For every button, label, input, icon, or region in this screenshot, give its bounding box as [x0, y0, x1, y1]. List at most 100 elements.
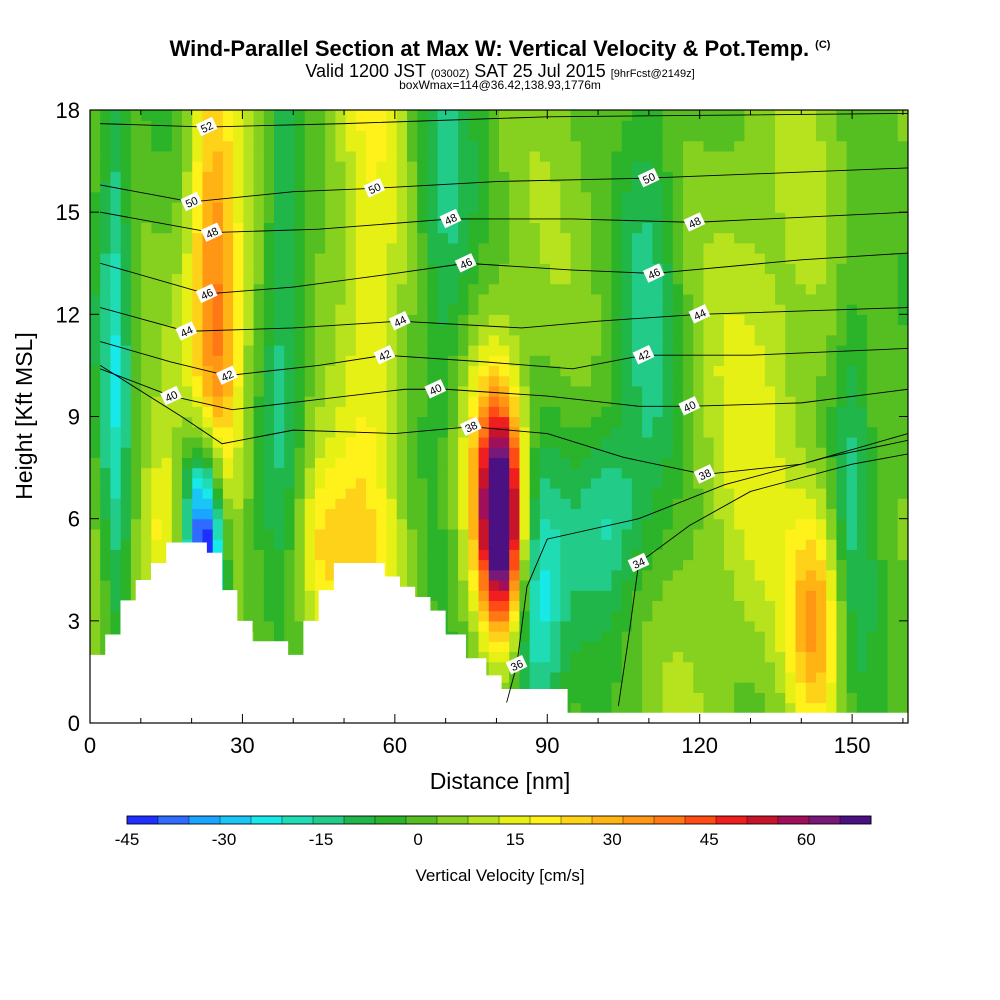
velocity-cell	[631, 416, 643, 428]
velocity-cell	[519, 467, 531, 479]
velocity-cell	[325, 518, 336, 530]
velocity-cell	[642, 620, 653, 632]
velocity-cell	[212, 253, 224, 264]
velocity-cell	[887, 344, 899, 356]
velocity-cell	[734, 498, 745, 510]
velocity-cell	[550, 641, 561, 653]
velocity-cell	[396, 518, 408, 530]
velocity-cell	[253, 375, 265, 387]
velocity-cell	[529, 344, 541, 356]
velocity-cell	[314, 314, 326, 326]
velocity-cell	[458, 467, 469, 479]
velocity-cell	[202, 334, 214, 346]
velocity-cell	[130, 539, 142, 550]
velocity-cell	[222, 181, 234, 193]
velocity-cell	[427, 375, 439, 387]
velocity-cell	[867, 528, 878, 540]
velocity-cell	[601, 488, 613, 499]
velocity-cell	[519, 181, 531, 193]
velocity-cell	[376, 416, 388, 428]
velocity-cell	[243, 242, 255, 254]
velocity-cell	[591, 181, 602, 193]
velocity-cell	[560, 324, 572, 336]
velocity-cell	[437, 355, 449, 367]
velocity-cell	[601, 314, 613, 326]
velocity-cell	[458, 140, 469, 152]
velocity-cell	[856, 539, 868, 550]
velocity-cell	[406, 488, 418, 499]
velocity-cell	[345, 140, 357, 152]
velocity-cell	[805, 671, 817, 683]
velocity-cell	[591, 130, 602, 142]
velocity-cell	[856, 385, 868, 397]
velocity-cell	[355, 201, 367, 213]
velocity-cell	[499, 334, 510, 346]
velocity-cell	[222, 385, 234, 397]
velocity-cell	[775, 518, 786, 530]
velocity-cell	[417, 232, 429, 244]
velocity-cell	[887, 181, 899, 193]
velocity-cell	[785, 161, 797, 172]
velocity-cell	[243, 447, 255, 458]
velocity-cell	[529, 161, 541, 172]
velocity-cell	[509, 467, 521, 479]
velocity-cell	[222, 201, 234, 213]
velocity-cell	[744, 140, 756, 152]
velocity-cell	[642, 569, 653, 581]
velocity-cell	[652, 334, 664, 346]
velocity-cell	[427, 171, 439, 183]
velocity-cell	[458, 324, 469, 336]
velocity-cell	[846, 569, 858, 581]
velocity-cell	[815, 579, 827, 591]
velocity-cell	[141, 375, 152, 387]
velocity-cell	[580, 447, 592, 458]
velocity-cell	[775, 191, 786, 203]
velocity-cell	[744, 692, 756, 704]
velocity-cell	[499, 304, 510, 315]
velocity-cell	[243, 150, 255, 162]
velocity-cell	[591, 273, 602, 285]
velocity-cell	[447, 385, 459, 397]
velocity-cell	[836, 273, 848, 285]
velocity-cell	[478, 508, 490, 520]
velocity-cell	[642, 222, 653, 234]
velocity-cell	[683, 549, 694, 561]
velocity-cell	[856, 682, 868, 693]
velocity-cell	[856, 518, 868, 530]
velocity-cell	[478, 120, 490, 132]
velocity-cell	[304, 549, 316, 561]
velocity-cell	[570, 396, 582, 407]
velocity-cell	[509, 191, 521, 203]
velocity-cell	[376, 273, 388, 285]
velocity-cell	[856, 610, 868, 622]
velocity-cell	[355, 334, 367, 346]
velocity-cell	[815, 426, 827, 438]
velocity-cell	[539, 171, 551, 183]
velocity-cell	[621, 467, 633, 479]
velocity-cell	[427, 579, 439, 591]
velocity-cell	[836, 498, 848, 510]
velocity-cell	[284, 416, 296, 428]
velocity-cell	[417, 355, 429, 367]
velocity-cell	[734, 518, 745, 530]
velocity-cell	[642, 212, 653, 223]
velocity-cell	[560, 467, 572, 479]
velocity-cell	[631, 600, 643, 612]
velocity-cell	[703, 416, 715, 428]
velocity-cell	[611, 212, 623, 223]
velocity-cell	[345, 293, 357, 305]
velocity-cell	[672, 671, 684, 683]
velocity-cell	[570, 150, 582, 162]
velocity-cell	[856, 508, 868, 520]
velocity-cell	[468, 212, 480, 223]
velocity-cell	[693, 549, 705, 561]
velocity-cell	[621, 273, 633, 285]
velocity-cell	[744, 242, 756, 254]
velocity-cell	[468, 171, 480, 183]
velocity-cell	[611, 120, 623, 132]
velocity-cell	[570, 549, 582, 561]
velocity-cell	[519, 191, 531, 203]
velocity-cell	[734, 396, 745, 407]
velocity-cell	[529, 518, 541, 530]
velocity-cell	[795, 702, 807, 714]
